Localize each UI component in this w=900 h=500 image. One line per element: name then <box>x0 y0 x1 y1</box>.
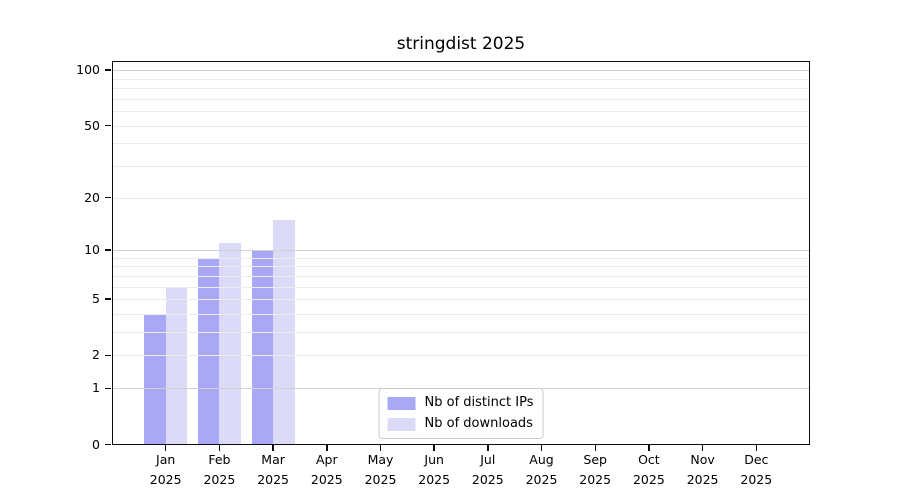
bar-nb-of-distinct-ips-feb <box>197 257 220 445</box>
gridline-minor-8 <box>112 266 810 268</box>
x-tick-label-sep: Sep 2025 <box>579 452 612 487</box>
x-tick-mark-may <box>379 445 382 451</box>
x-tick-mark-jul <box>487 445 489 451</box>
y-tick-mark-10 <box>105 249 111 251</box>
gridline-minor-90 <box>112 78 810 80</box>
legend-swatch-downloads <box>387 417 416 431</box>
y-tick-label-0: 0 <box>92 436 100 452</box>
gridline-minor-3 <box>112 332 810 333</box>
legend-swatch-distinct-ips <box>387 396 416 410</box>
x-tick-label-aug: Aug 2025 <box>525 452 558 487</box>
gridline-minor-4 <box>112 313 810 315</box>
y-tick-label-100: 100 <box>76 62 100 78</box>
gridline-minor-20 <box>112 197 810 199</box>
bar-nb-of-downloads-feb <box>219 242 241 445</box>
bar-nb-of-distinct-ips-jan <box>144 313 166 445</box>
legend-item-downloads: Nb of downloads <box>387 416 534 432</box>
y-tick-label-10: 10 <box>84 242 100 257</box>
x-tick-label-dec: Dec 2025 <box>740 452 773 487</box>
legend: Nb of distinct IPs Nb of downloads <box>378 388 544 439</box>
gridline-minor-9 <box>112 257 810 259</box>
y-tick-label-50: 50 <box>84 117 100 133</box>
x-tick-label-nov: Nov 2025 <box>686 452 719 487</box>
gridline-minor-60 <box>112 111 810 112</box>
gridline-minor-70 <box>112 98 810 100</box>
grid-layer <box>112 61 810 445</box>
gridline-minor-50 <box>112 125 810 127</box>
bar-nb-of-distinct-ips-mar <box>251 250 274 445</box>
y-tick-mark-2 <box>105 354 111 357</box>
gridline-minor-80 <box>112 88 810 89</box>
x-tick-label-jan: Jan 2025 <box>149 452 182 487</box>
x-tick-mark-jun <box>433 445 435 451</box>
x-tick-label-jul: Jul 2025 <box>471 452 504 487</box>
y-tick-label-1: 1 <box>92 380 100 396</box>
x-tick-label-oct: Oct 2025 <box>632 452 665 487</box>
plot-area: Nb of distinct IPs Nb of downloads <box>112 61 810 445</box>
y-tick-mark-0 <box>105 443 111 446</box>
y-tick-label-5: 5 <box>92 291 100 307</box>
gridline-minor-2 <box>112 355 810 357</box>
gridline-minor-7 <box>112 275 810 277</box>
x-tick-label-mar: Mar 2025 <box>257 452 289 487</box>
gridline-minor-40 <box>112 143 810 145</box>
gridline-minor-30 <box>112 165 810 167</box>
x-tick-mark-sep <box>594 445 596 451</box>
chart-title: stringdist 2025 <box>396 34 526 54</box>
y-tick-label-20: 20 <box>84 189 100 205</box>
y-tick-mark-20 <box>105 196 111 199</box>
x-tick-mark-nov <box>701 445 704 451</box>
y-tick-mark-1 <box>105 387 111 389</box>
y-tick-mark-5 <box>105 298 111 300</box>
bar-nb-of-downloads-jan <box>165 286 188 445</box>
gridline-minor-5 <box>112 299 810 301</box>
x-tick-label-feb: Feb 2025 <box>203 452 236 487</box>
gridline-major-100 <box>112 70 810 72</box>
x-tick-mark-jan <box>164 445 167 451</box>
y-tick-label-2: 2 <box>92 347 100 363</box>
legend-label-downloads: Nb of downloads <box>424 416 533 431</box>
y-tick-mark-50 <box>105 124 111 127</box>
legend-item-distinct-ips: Nb of distinct IPs <box>387 395 534 411</box>
x-tick-label-jun: Jun 2025 <box>418 452 451 487</box>
x-tick-label-apr: Apr 2025 <box>310 452 343 487</box>
x-tick-label-may: May 2025 <box>364 452 397 487</box>
x-tick-mark-oct <box>648 445 650 451</box>
legend-label-distinct-ips: Nb of distinct IPs <box>424 395 534 410</box>
x-tick-mark-dec <box>755 445 758 451</box>
gridline-minor-6 <box>112 286 810 288</box>
x-tick-mark-apr <box>326 445 328 451</box>
x-tick-mark-aug <box>540 445 543 451</box>
gridline-major-10 <box>112 250 810 251</box>
y-tick-mark-100 <box>105 69 111 71</box>
x-tick-mark-feb <box>218 445 221 451</box>
x-tick-mark-mar <box>272 445 274 451</box>
